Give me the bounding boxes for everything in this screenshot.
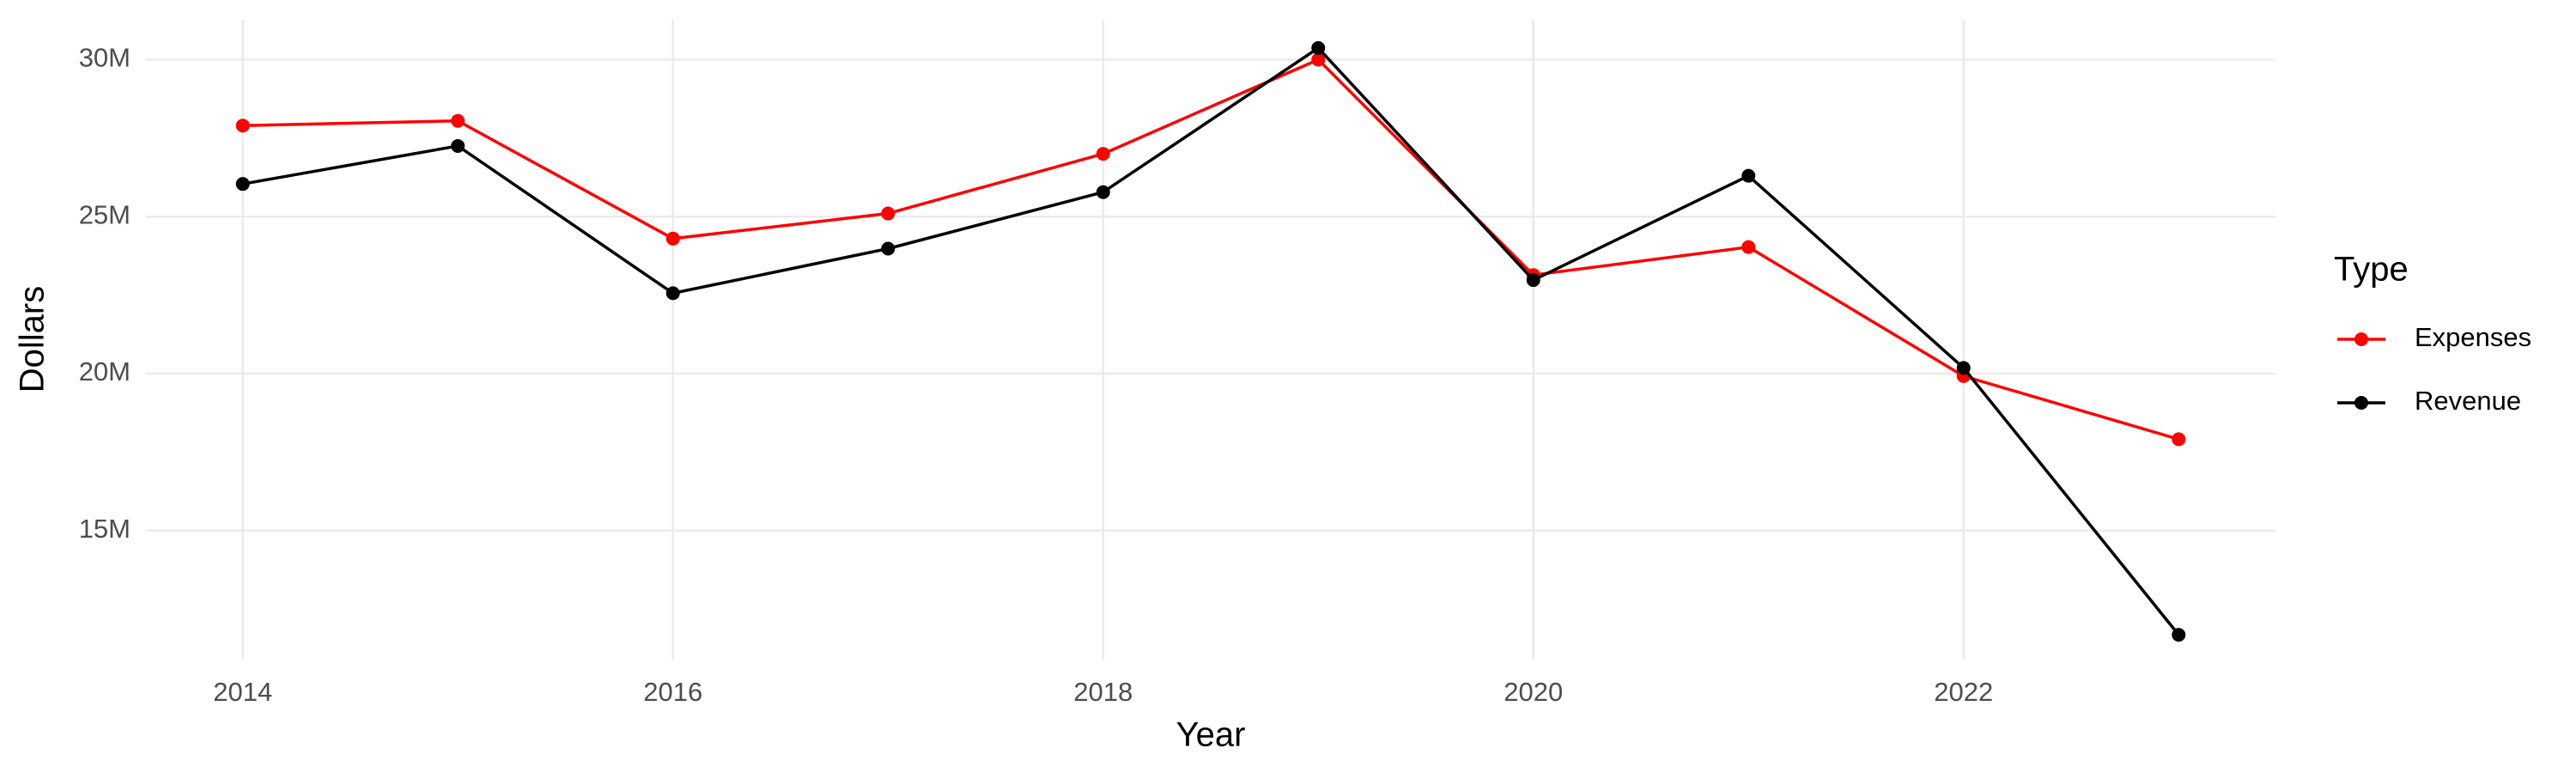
- data-point: [2172, 432, 2186, 447]
- y-axis-title: Dollars: [14, 286, 52, 393]
- data-point: [1096, 147, 1110, 161]
- y-tick-label: 25M: [79, 199, 131, 229]
- data-point: [881, 241, 896, 256]
- data-point: [665, 231, 680, 246]
- legend-label: Expenses: [2415, 322, 2531, 352]
- data-point: [1311, 52, 1326, 67]
- data-point: [1311, 40, 1326, 55]
- y-tick-label: 30M: [79, 43, 131, 73]
- legend-label: Revenue: [2415, 386, 2521, 416]
- data-point: [881, 206, 896, 221]
- data-point: [451, 138, 465, 153]
- y-tick-label: 20M: [79, 356, 131, 386]
- legend-marker: [2354, 332, 2368, 346]
- data-point: [665, 286, 680, 301]
- x-tick-label: 2020: [1504, 677, 1563, 707]
- data-point: [1741, 240, 1756, 254]
- x-axis-title: Year: [1176, 716, 1246, 754]
- x-tick-label: 2016: [643, 677, 702, 707]
- x-tick-label: 2018: [1073, 677, 1133, 707]
- legend-marker: [2354, 396, 2368, 410]
- data-point: [235, 177, 250, 192]
- data-point: [1526, 273, 1540, 288]
- data-point: [1096, 185, 1110, 199]
- data-point: [451, 113, 465, 128]
- x-tick-label: 2014: [213, 677, 272, 707]
- series-line: [242, 58, 2179, 441]
- data-point: [235, 119, 250, 133]
- series-line: [242, 46, 2180, 636]
- y-tick-label: 15M: [79, 514, 131, 544]
- data-point: [1956, 361, 1971, 375]
- data-point: [1741, 168, 1756, 183]
- data-point: [2172, 628, 2186, 642]
- legend-title: Type: [2334, 251, 2409, 289]
- x-tick-label: 2022: [1934, 677, 1993, 707]
